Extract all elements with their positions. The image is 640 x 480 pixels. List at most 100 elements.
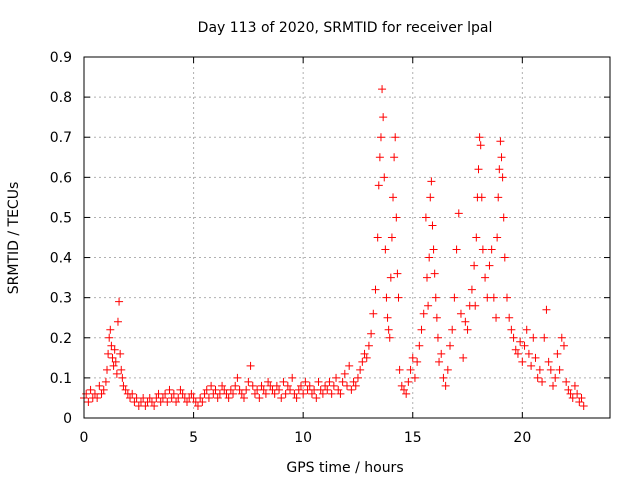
data-point	[292, 393, 301, 402]
data-point	[112, 369, 121, 378]
data-point	[518, 357, 527, 366]
data-point	[575, 397, 584, 406]
data-point	[461, 317, 470, 326]
data-point	[305, 381, 314, 390]
data-point	[250, 389, 259, 398]
data-point	[485, 261, 494, 270]
data-point	[419, 309, 428, 318]
data-point	[498, 173, 507, 182]
data-point	[314, 377, 323, 386]
data-point	[487, 245, 496, 254]
data-point	[406, 365, 415, 374]
data-point	[161, 389, 170, 398]
y-tick-label: 0.2	[50, 331, 72, 347]
data-point	[183, 397, 192, 406]
data-point	[318, 389, 327, 398]
data-point	[435, 357, 444, 366]
data-point	[259, 385, 268, 394]
data-point	[187, 389, 196, 398]
data-point	[494, 193, 503, 202]
data-point	[244, 377, 253, 386]
plot-frame	[83, 56, 611, 419]
data-point	[86, 385, 95, 394]
data-point	[108, 353, 117, 362]
data-point	[224, 393, 233, 402]
data-point	[428, 221, 437, 230]
data-point	[542, 305, 551, 314]
data-point	[106, 325, 115, 334]
data-points	[80, 85, 588, 410]
data-point	[158, 393, 167, 402]
data-point	[246, 361, 255, 370]
data-point	[509, 333, 518, 342]
data-point	[390, 153, 399, 162]
data-point	[178, 389, 187, 398]
data-point	[312, 393, 321, 402]
data-point	[433, 333, 442, 342]
data-point	[417, 325, 426, 334]
data-point	[437, 349, 446, 358]
data-point	[555, 365, 564, 374]
data-point	[360, 349, 369, 358]
y-tick-label: 0	[63, 411, 72, 427]
data-point	[379, 113, 388, 122]
data-point	[351, 381, 360, 390]
data-point	[95, 381, 104, 390]
data-point	[261, 389, 270, 398]
data-point	[441, 381, 450, 390]
data-point	[371, 285, 380, 294]
axis-ticks: 0 0.1 0.2 0.3 0.4 0.5 0.6 0.7 0.8 0.9 0 5 10 15 20	[50, 50, 610, 446]
data-point	[323, 385, 332, 394]
data-point	[103, 365, 112, 374]
data-point	[472, 233, 481, 242]
data-point	[176, 385, 185, 394]
data-point	[226, 385, 235, 394]
data-point	[499, 213, 508, 222]
data-point	[299, 389, 308, 398]
data-point	[277, 393, 286, 402]
x-axis-label: GPS time / hours	[286, 460, 403, 476]
data-point	[213, 393, 222, 402]
data-point	[336, 389, 345, 398]
data-point	[456, 309, 465, 318]
data-point	[382, 293, 391, 302]
data-point	[296, 381, 305, 390]
data-point	[397, 381, 406, 390]
data-point	[431, 293, 440, 302]
data-point	[516, 337, 525, 346]
x-tick-label: 15	[404, 430, 422, 446]
y-tick-label: 0.3	[50, 291, 72, 307]
data-point	[107, 341, 116, 350]
data-point	[389, 193, 398, 202]
data-point	[141, 401, 150, 410]
data-point	[424, 301, 433, 310]
data-point	[402, 389, 411, 398]
data-point	[307, 389, 316, 398]
data-point	[257, 381, 266, 390]
x-tick-label: 0	[80, 430, 89, 446]
data-point	[505, 313, 514, 322]
chart-title: Day 113 of 2020, SRMTID for receiver lpa…	[198, 20, 493, 36]
data-point	[121, 385, 130, 394]
data-point	[99, 385, 108, 394]
data-point	[116, 349, 125, 358]
data-point	[443, 365, 452, 374]
data-point	[429, 245, 438, 254]
data-point	[119, 381, 128, 390]
data-point	[374, 181, 383, 190]
data-point	[364, 341, 373, 350]
data-point	[229, 389, 238, 398]
y-tick-label: 0.5	[50, 210, 72, 226]
y-tick-label: 0.6	[50, 170, 72, 186]
data-point	[448, 325, 457, 334]
data-point	[97, 389, 106, 398]
y-tick-label: 0.8	[50, 90, 72, 106]
data-point	[286, 385, 295, 394]
data-point	[275, 385, 284, 394]
data-point	[343, 381, 351, 390]
data-point	[496, 137, 505, 146]
data-point	[340, 369, 349, 378]
data-point	[345, 361, 354, 370]
data-point	[109, 361, 118, 370]
